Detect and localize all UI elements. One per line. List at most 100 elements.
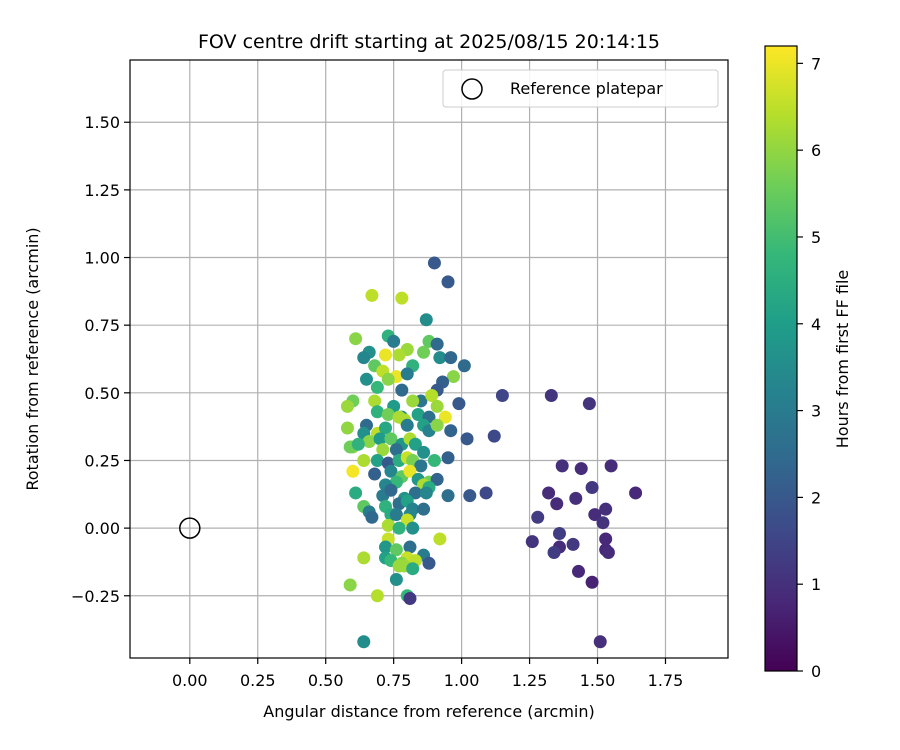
data-point (433, 351, 447, 365)
data-points (340, 256, 643, 649)
data-point (599, 502, 613, 516)
data-point (425, 389, 439, 403)
data-point (384, 432, 398, 446)
data-point (629, 486, 643, 500)
data-point (392, 348, 406, 362)
data-point (389, 443, 403, 457)
data-point (379, 348, 393, 362)
data-point (384, 464, 398, 478)
legend-box (442, 69, 719, 108)
data-point (547, 545, 561, 559)
x-tick-label: 0.50 (308, 671, 344, 690)
data-point (601, 545, 615, 559)
colorbar-tick-label: 0 (811, 662, 821, 681)
y-tick-label: 1.00 (84, 249, 120, 268)
data-point (531, 510, 545, 524)
reference-platepar-marker (179, 517, 201, 539)
data-point (384, 483, 398, 497)
data-point (403, 540, 417, 554)
data-point (349, 486, 363, 500)
data-point (572, 564, 585, 578)
colorbar-tick-label: 6 (811, 141, 821, 160)
data-point (406, 394, 420, 408)
data-point (444, 351, 458, 365)
data-point (585, 575, 599, 589)
data-point (487, 429, 501, 443)
legend: Reference platepar (442, 69, 719, 108)
x-tick-label: 1.25 (512, 671, 548, 690)
data-point (441, 451, 455, 465)
data-point (376, 443, 390, 457)
y-tick-label: 0.00 (84, 519, 120, 538)
colorbar-tick-label: 4 (811, 315, 821, 334)
data-point (441, 275, 455, 289)
colorbar-ticks: 0 1 2 3 4 5 6 7 (797, 54, 821, 681)
data-point (457, 359, 471, 373)
data-point (395, 383, 409, 397)
colorbar-tick-label: 7 (811, 54, 821, 73)
y-tick-label: 0.75 (84, 316, 120, 335)
colorbar-gradient (765, 46, 797, 671)
data-point (365, 288, 379, 302)
data-point (400, 367, 414, 381)
colorbar-tick-label: 3 (811, 402, 821, 421)
data-point (588, 508, 602, 522)
y-tick-label: 1.25 (84, 181, 120, 200)
data-point (370, 453, 384, 467)
data-point (446, 370, 460, 384)
data-point (387, 334, 401, 348)
data-point (417, 345, 431, 359)
data-point (566, 537, 580, 551)
colorbar: 0 1 2 3 4 5 6 7 Hours from first FF file (764, 45, 852, 681)
data-point (343, 578, 357, 592)
data-point (351, 437, 365, 451)
y-tick-label: 0.25 (84, 451, 120, 470)
data-point (346, 464, 360, 478)
plot-frame (129, 59, 729, 659)
data-point (441, 489, 455, 503)
legend-label: Reference platepar (510, 79, 663, 98)
data-point (544, 389, 558, 403)
data-point (379, 540, 393, 554)
x-tick-label: 0.75 (376, 671, 412, 690)
data-point (357, 351, 371, 365)
data-point (479, 486, 493, 500)
data-point (389, 543, 403, 557)
data-point (406, 562, 420, 576)
data-point (370, 405, 384, 419)
data-point (438, 410, 452, 424)
data-point (368, 394, 382, 408)
data-point (357, 635, 371, 649)
data-point (408, 437, 422, 451)
data-point (593, 635, 607, 649)
data-point (403, 591, 417, 605)
data-point (381, 372, 395, 386)
data-point (430, 472, 444, 486)
data-point (417, 445, 431, 459)
data-point (370, 380, 384, 394)
data-point (596, 516, 610, 530)
data-point (427, 453, 441, 467)
data-point (381, 518, 395, 532)
data-point (392, 521, 406, 535)
colorbar-tick-label: 5 (811, 228, 821, 247)
x-axis-label: Angular distance from reference (arcmin) (263, 702, 594, 721)
data-point (389, 573, 403, 587)
x-axis-ticks: 0.00 0.25 0.50 0.75 1.00 1.25 1.50 1.75 (172, 658, 683, 690)
data-point (389, 508, 403, 522)
data-point (379, 421, 393, 435)
data-point (574, 462, 588, 476)
data-point (460, 432, 474, 446)
data-point (569, 491, 583, 505)
data-point (365, 510, 379, 524)
data-point (444, 424, 458, 438)
data-point (599, 532, 613, 546)
y-tick-label: −0.25 (71, 587, 120, 606)
chart-title: FOV centre drift starting at 2025/08/15 … (198, 31, 660, 53)
y-tick-label: 0.50 (84, 384, 120, 403)
data-point (362, 435, 376, 449)
legend-open-circle-icon (461, 78, 483, 100)
data-point (400, 418, 414, 432)
data-point (392, 410, 406, 424)
